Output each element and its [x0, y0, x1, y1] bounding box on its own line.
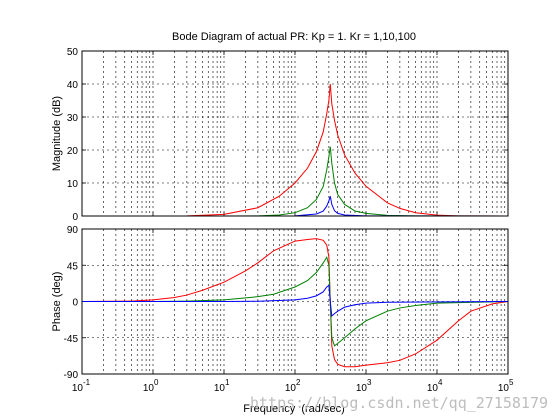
mag-ytick-label: 10	[67, 179, 79, 190]
x-tick-label-exponent: 4	[438, 378, 443, 387]
phase-ytick-label: 90	[67, 225, 79, 236]
x-tick-label-exponent: 1	[225, 378, 230, 387]
x-tick-label-base: 10	[72, 383, 84, 394]
mag-series-1	[82, 146, 509, 217]
phase-ytick-label: -90	[64, 370, 79, 381]
x-tick-label-exponent: -1	[83, 378, 91, 387]
mag-ytick-label: 40	[67, 80, 79, 91]
x-tick-label-base: 10	[214, 383, 226, 394]
phase-ytick-label: 0	[72, 298, 78, 309]
phase-series-1	[82, 255, 509, 347]
phase-series-2	[82, 284, 509, 318]
x-axis-label: Frequency (rad/sec)	[243, 403, 344, 415]
x-tick-label-exponent: 5	[509, 378, 514, 387]
x-tick-label-base: 10	[356, 383, 368, 394]
x-tick-label-base: 10	[427, 383, 439, 394]
mag-ytick-label: 0	[72, 212, 78, 223]
mag-ytick-label: 30	[67, 113, 79, 124]
phase-ytick-label: 45	[67, 261, 79, 272]
phase-series-0	[81, 238, 509, 368]
mag-series-0	[82, 83, 509, 217]
mag-ytick-label: 20	[67, 146, 79, 157]
x-tick-label-base: 10	[285, 383, 297, 394]
phase-y-axis-label: Phase (deg)	[51, 272, 63, 332]
chart-title: Bode Diagram of actual PR: Kp = 1. Kr = …	[172, 31, 416, 43]
phase-ytick-label: -45	[64, 334, 79, 345]
x-tick-label-exponent: 0	[154, 378, 159, 387]
mag-ytick-label: 50	[67, 47, 79, 58]
x-tick-label-exponent: 2	[296, 378, 301, 387]
x-tick-label-exponent: 3	[367, 378, 372, 387]
x-tick-label-base: 10	[498, 383, 510, 394]
phase-frame	[81, 228, 509, 375]
x-tick-label-base: 10	[143, 383, 155, 394]
watermark: https://blog.csdn.net/qq_27158179	[250, 394, 548, 412]
mag-y-axis-label: Magnitude (dB)	[51, 96, 63, 171]
mag-frame	[81, 50, 509, 217]
